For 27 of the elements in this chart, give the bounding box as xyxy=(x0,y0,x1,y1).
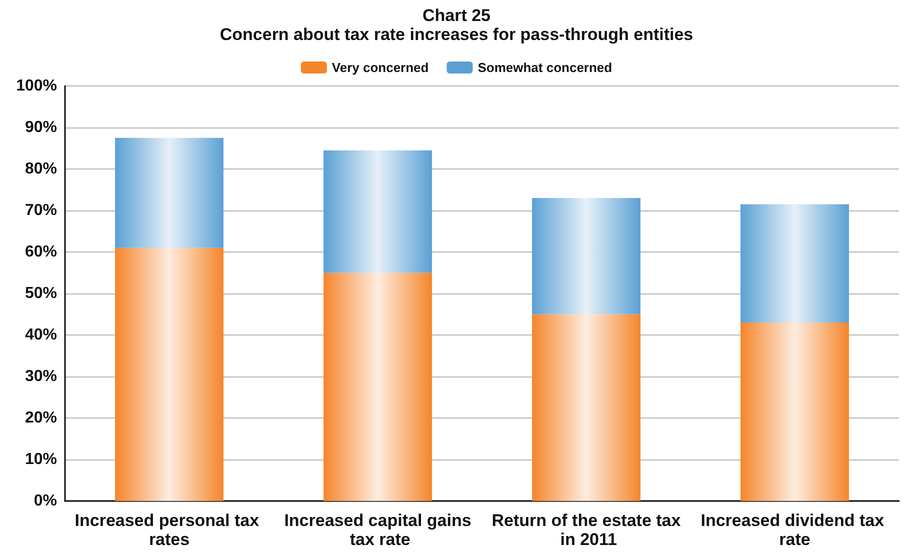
y-tick-label: 80% xyxy=(24,160,57,178)
x-tick-label: Increased capital gains tax rate xyxy=(284,511,472,549)
bar xyxy=(324,272,432,501)
bar xyxy=(324,150,432,273)
bar xyxy=(532,198,640,314)
legend-label: Somewhat concerned xyxy=(478,60,612,75)
bar xyxy=(740,204,849,323)
bar xyxy=(532,314,640,501)
y-tick-label: 0% xyxy=(34,492,57,510)
chart-title: Chart 25 xyxy=(422,6,491,25)
bar xyxy=(740,322,849,501)
chart-subtitle: Concern about tax rate increases for pass-through entities xyxy=(220,25,694,44)
x-tick-label: Return of the estate tax in 2011 xyxy=(492,511,682,549)
y-tick-label: 30% xyxy=(24,368,57,385)
y-tick-label: 20% xyxy=(24,410,57,426)
y-tick-label: 10% xyxy=(24,451,57,468)
y-tick-label: 70% xyxy=(24,202,57,219)
y-tick-label: 40% xyxy=(24,326,57,344)
y-tick-label: 60% xyxy=(24,244,57,260)
bar xyxy=(115,138,224,248)
y-tick-label: 100% xyxy=(16,78,57,94)
bar xyxy=(115,248,224,501)
legend-label: Very concerned xyxy=(332,60,429,75)
y-tick-label: 50% xyxy=(24,285,57,302)
x-tick-label: Increased personal tax rates xyxy=(74,511,264,549)
x-tick-label: Increased dividend tax rate xyxy=(700,511,889,549)
y-tick-label: 90% xyxy=(24,119,57,136)
